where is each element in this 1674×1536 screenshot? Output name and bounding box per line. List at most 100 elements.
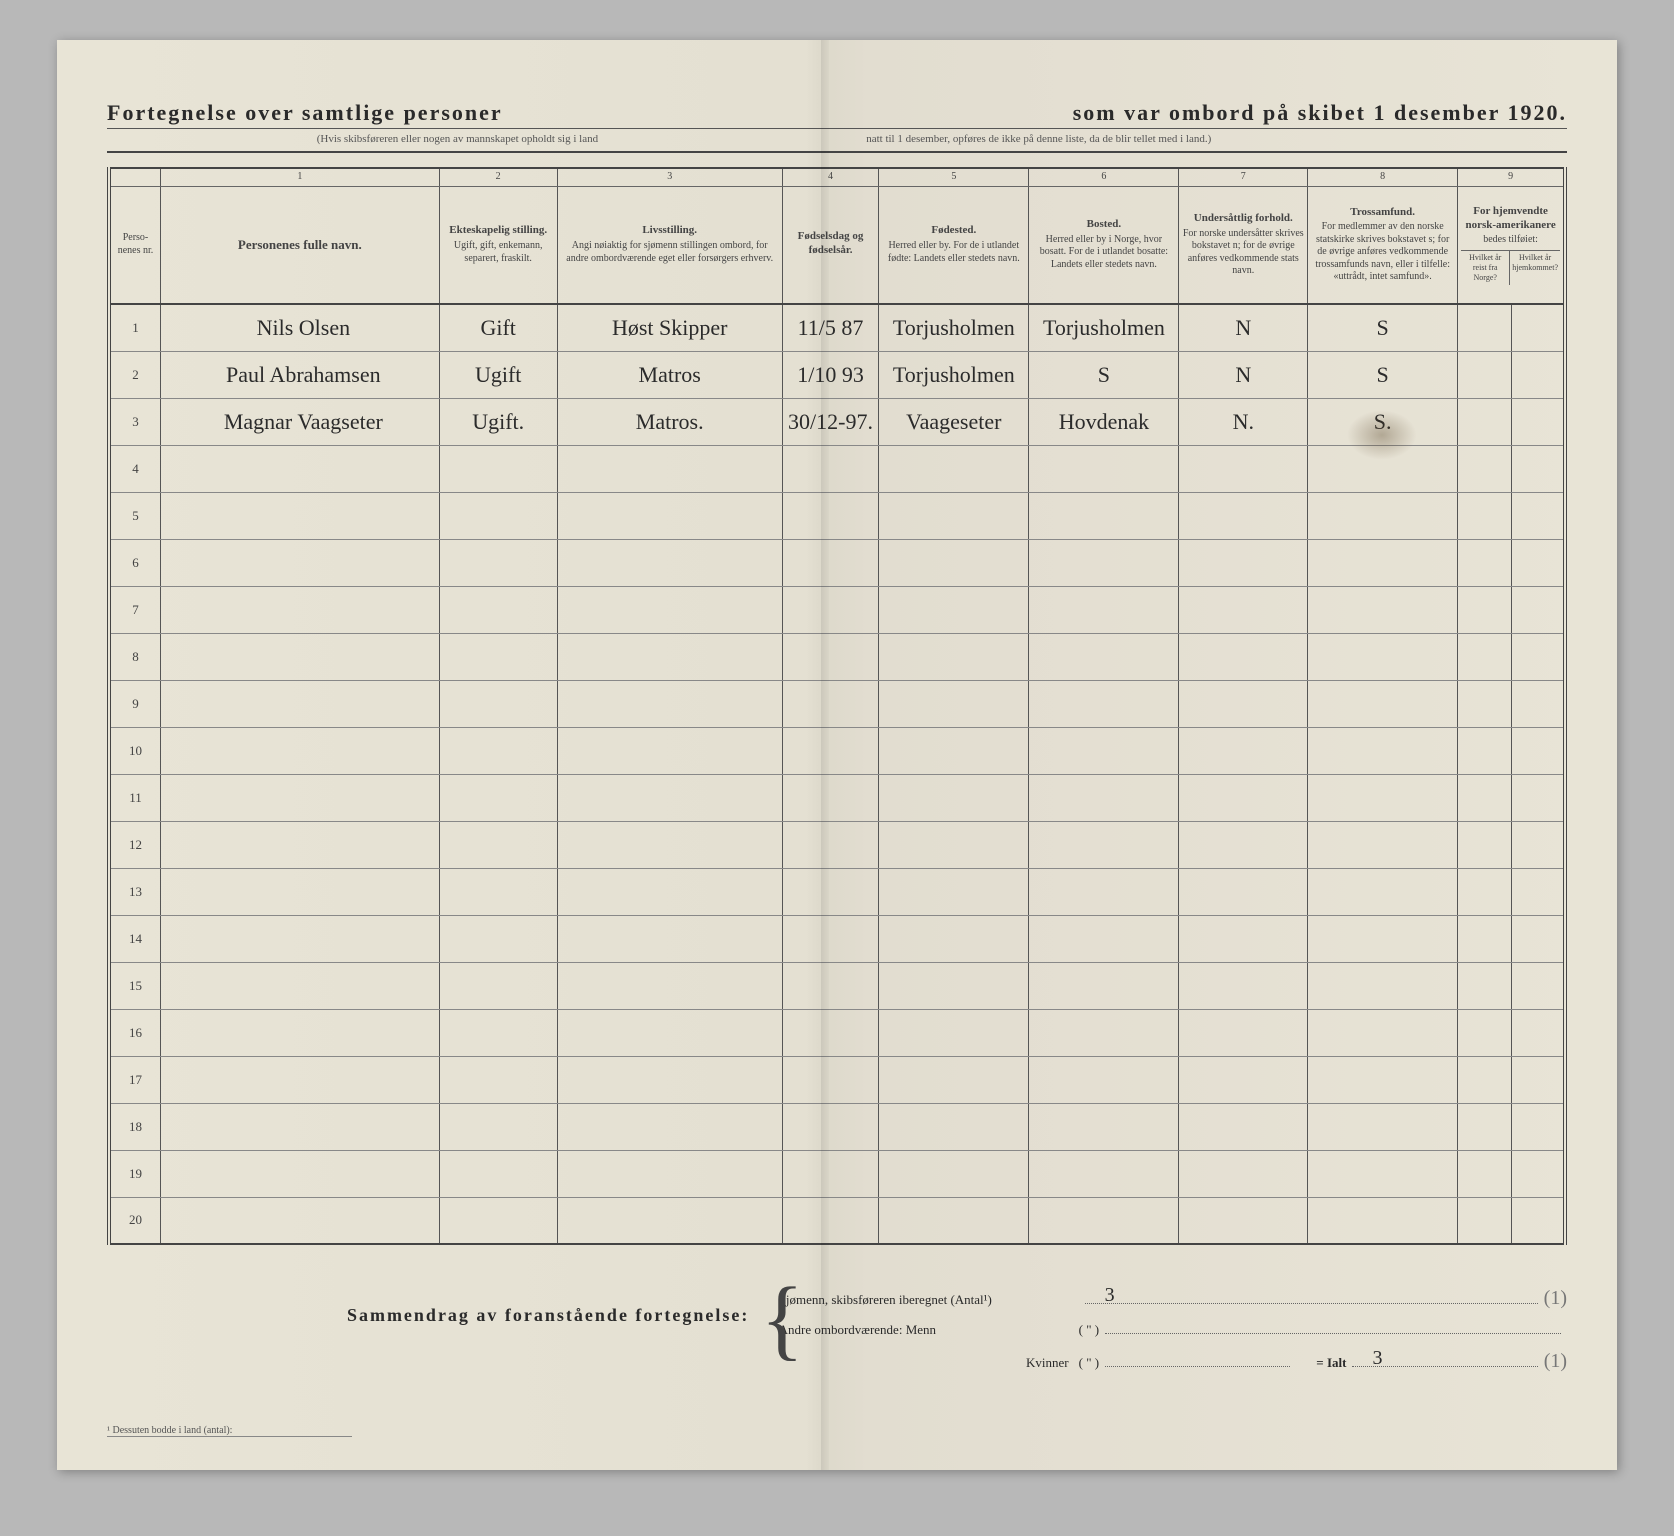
handwritten-value: S bbox=[1377, 315, 1389, 340]
cell-tros bbox=[1308, 1009, 1458, 1056]
table-row: 12 bbox=[109, 821, 1565, 868]
subtitle-left: (Hvis skibsføreren eller nogen av mannsk… bbox=[107, 133, 808, 145]
cell-dato bbox=[782, 915, 878, 962]
cell-navn: Magnar Vaagseter bbox=[160, 398, 439, 445]
cell-dato bbox=[782, 1103, 878, 1150]
title-left: Fortegnelse over samtlige personer bbox=[107, 100, 503, 126]
cell-hjem-b bbox=[1511, 915, 1565, 962]
handwritten-value: Magnar Vaagseter bbox=[224, 409, 383, 434]
row-number: 19 bbox=[109, 1150, 160, 1197]
table-row: 1Nils OlsenGiftHøst Skipper11/5 87Torjus… bbox=[109, 304, 1565, 351]
sum-extra-1: (1) bbox=[1544, 1287, 1567, 1310]
cell-hjem-a bbox=[1458, 1197, 1512, 1244]
cell-fodested bbox=[879, 727, 1029, 774]
cell-under bbox=[1179, 1103, 1308, 1150]
cell-fodested bbox=[879, 1197, 1029, 1244]
hdr-tros: Trossamfund.For medlemmer av den norske … bbox=[1308, 186, 1458, 304]
table-row: 3Magnar VaagseterUgift.Matros.30/12-97.V… bbox=[109, 398, 1565, 445]
hdr-navn: Personenes fulle navn. bbox=[160, 186, 439, 304]
hdr-ekte: Ekteskapelig stilling.Ugift, gift, enkem… bbox=[439, 186, 557, 304]
cell-under bbox=[1179, 539, 1308, 586]
cell-fodested bbox=[879, 586, 1029, 633]
cell-tros bbox=[1308, 821, 1458, 868]
cell-fodested: Torjusholmen bbox=[879, 351, 1029, 398]
colnum bbox=[109, 168, 160, 186]
cell-navn bbox=[160, 774, 439, 821]
cell-ekte bbox=[439, 962, 557, 1009]
table-row: 7 bbox=[109, 586, 1565, 633]
table-row: 13 bbox=[109, 868, 1565, 915]
cell-tros bbox=[1308, 962, 1458, 1009]
row-number: 15 bbox=[109, 962, 160, 1009]
ledger-body: 1Nils OlsenGiftHøst Skipper11/5 87Torjus… bbox=[109, 304, 1565, 1244]
cell-hjem-b bbox=[1511, 351, 1565, 398]
cell-ekte bbox=[439, 492, 557, 539]
hdr-fodested: Fødested.Herred eller by. For de i utlan… bbox=[879, 186, 1029, 304]
cell-hjem-b bbox=[1511, 398, 1565, 445]
cell-under bbox=[1179, 492, 1308, 539]
cell-dato bbox=[782, 774, 878, 821]
row-number: 12 bbox=[109, 821, 160, 868]
cell-livs bbox=[557, 1056, 782, 1103]
cell-dato: 1/10 93 bbox=[782, 351, 878, 398]
cell-bosted bbox=[1029, 1009, 1179, 1056]
cell-livs bbox=[557, 492, 782, 539]
cell-under bbox=[1179, 1150, 1308, 1197]
cell-under bbox=[1179, 1056, 1308, 1103]
cell-hjem-a bbox=[1458, 398, 1512, 445]
cell-hjem-a bbox=[1458, 586, 1512, 633]
cell-livs bbox=[557, 1009, 782, 1056]
cell-livs bbox=[557, 445, 782, 492]
cell-hjem-b bbox=[1511, 633, 1565, 680]
cell-bosted bbox=[1029, 680, 1179, 727]
title-row: Fortegnelse over samtlige personer som v… bbox=[107, 100, 1567, 129]
cell-tros bbox=[1308, 492, 1458, 539]
cell-bosted bbox=[1029, 915, 1179, 962]
cell-bosted bbox=[1029, 727, 1179, 774]
cell-tros bbox=[1308, 445, 1458, 492]
cell-bosted bbox=[1029, 445, 1179, 492]
cell-dato: 11/5 87 bbox=[782, 304, 878, 351]
cell-dato bbox=[782, 868, 878, 915]
handwritten-value: Matros bbox=[639, 362, 701, 387]
handwritten-value: N bbox=[1235, 315, 1251, 340]
cell-bosted bbox=[1029, 821, 1179, 868]
cell-hjem-a bbox=[1458, 774, 1512, 821]
row-number: 5 bbox=[109, 492, 160, 539]
cell-fodested: Torjusholmen bbox=[879, 304, 1029, 351]
row-number: 7 bbox=[109, 586, 160, 633]
table-row: 9 bbox=[109, 680, 1565, 727]
cell-tros bbox=[1308, 1056, 1458, 1103]
cell-fodested bbox=[879, 915, 1029, 962]
cell-hjem-b bbox=[1511, 1009, 1565, 1056]
cell-navn bbox=[160, 821, 439, 868]
handwritten-value: S bbox=[1098, 362, 1110, 387]
cell-navn bbox=[160, 868, 439, 915]
cell-fodested bbox=[879, 633, 1029, 680]
cell-dato: 30/12-97. bbox=[782, 398, 878, 445]
cell-tros: S. bbox=[1308, 398, 1458, 445]
cell-fodested bbox=[879, 774, 1029, 821]
cell-livs bbox=[557, 633, 782, 680]
cell-dato bbox=[782, 539, 878, 586]
cell-dato bbox=[782, 821, 878, 868]
cell-dato bbox=[782, 1197, 878, 1244]
cell-dato bbox=[782, 633, 878, 680]
table-row: 19 bbox=[109, 1150, 1565, 1197]
table-row: 5 bbox=[109, 492, 1565, 539]
cell-livs bbox=[557, 1103, 782, 1150]
cell-ekte bbox=[439, 586, 557, 633]
cell-hjem-b bbox=[1511, 727, 1565, 774]
summary-heading: Sammendrag av foranstående fortegnelse: bbox=[107, 1275, 749, 1326]
cell-hjem-b bbox=[1511, 539, 1565, 586]
hdr-under: Undersåttlig forhold.For norske undersåt… bbox=[1179, 186, 1308, 304]
cell-hjem-a bbox=[1458, 1056, 1512, 1103]
cell-hjem-b bbox=[1511, 1197, 1565, 1244]
summary-line-2: Andre ombordværende: Menn ( " ) bbox=[779, 1322, 1567, 1338]
row-number: 20 bbox=[109, 1197, 160, 1244]
table-row: 11 bbox=[109, 774, 1565, 821]
cell-ekte bbox=[439, 539, 557, 586]
cell-bosted bbox=[1029, 1197, 1179, 1244]
cell-dato bbox=[782, 1150, 878, 1197]
table-row: 2Paul AbrahamsenUgiftMatros1/10 93Torjus… bbox=[109, 351, 1565, 398]
